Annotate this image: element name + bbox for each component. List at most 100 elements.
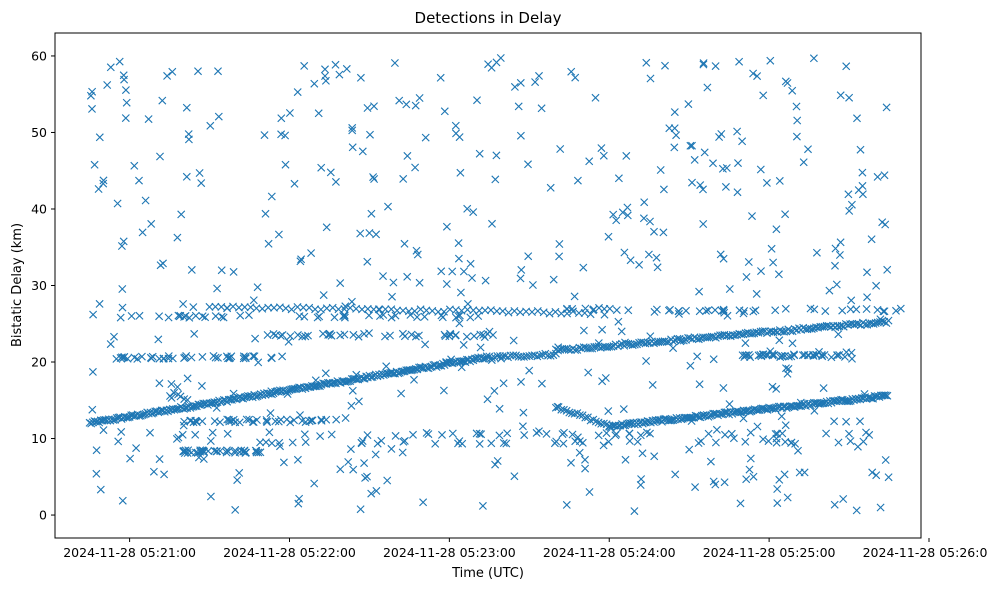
data-point — [398, 329, 407, 338]
data-point — [112, 414, 121, 422]
data-point — [159, 354, 168, 363]
data-point — [163, 71, 172, 80]
data-point — [565, 408, 574, 417]
data-point — [391, 431, 400, 440]
data-point — [463, 299, 472, 308]
data-point — [571, 73, 580, 82]
data-point — [853, 442, 862, 451]
data-point — [225, 417, 234, 426]
data-point — [214, 112, 223, 121]
data-point — [311, 305, 320, 314]
data-point — [421, 340, 430, 349]
data-point — [180, 447, 189, 456]
data-point — [262, 416, 271, 424]
data-point — [419, 498, 428, 507]
data-point — [694, 335, 703, 344]
data-point — [721, 182, 730, 191]
data-point — [792, 102, 801, 111]
data-point — [92, 446, 101, 455]
data-point — [514, 102, 523, 111]
data-point — [516, 274, 525, 283]
data-point — [781, 304, 790, 313]
data-point — [224, 395, 233, 404]
data-point — [113, 199, 122, 208]
data-point — [754, 328, 763, 337]
data-point — [320, 379, 329, 388]
data-point — [266, 409, 275, 418]
data-point — [553, 402, 562, 411]
data-point — [752, 405, 761, 414]
data-point — [393, 306, 402, 315]
data-point — [524, 160, 532, 169]
data-point — [476, 343, 485, 352]
data-point — [95, 299, 104, 308]
data-point — [699, 59, 708, 68]
data-point — [733, 188, 742, 197]
data-point — [659, 185, 668, 194]
data-point — [676, 337, 685, 346]
data-point — [650, 307, 659, 316]
data-point — [482, 352, 491, 361]
data-point — [687, 417, 696, 425]
data-point — [759, 91, 768, 100]
data-point — [867, 235, 876, 244]
scatter-points — [85, 54, 905, 516]
data-point — [236, 311, 245, 320]
data-point — [637, 475, 646, 484]
data-point — [310, 479, 319, 488]
data-point — [809, 351, 818, 360]
data-point — [274, 230, 283, 239]
data-point — [170, 388, 179, 397]
data-point — [688, 141, 696, 150]
data-point — [775, 176, 784, 185]
data-point — [189, 303, 198, 312]
data-point — [586, 344, 595, 353]
data-point — [422, 428, 431, 437]
data-point — [551, 307, 560, 316]
data-point — [293, 455, 302, 464]
data-point — [737, 330, 746, 339]
data-point — [452, 129, 460, 138]
data-point — [688, 178, 696, 187]
data-point — [330, 313, 339, 322]
data-point — [503, 429, 512, 438]
data-point — [231, 505, 240, 514]
data-point — [773, 429, 782, 438]
data-point — [144, 115, 153, 124]
data-point — [436, 73, 445, 82]
data-point — [644, 250, 653, 259]
data-point — [356, 73, 365, 82]
data-point — [839, 495, 848, 503]
data-point — [635, 260, 644, 269]
data-point — [454, 254, 463, 263]
data-point — [589, 306, 597, 315]
data-point — [739, 309, 748, 318]
data-point — [390, 59, 399, 67]
data-point — [367, 209, 376, 218]
data-point — [608, 421, 617, 430]
data-point — [313, 313, 322, 322]
data-point — [788, 86, 797, 95]
data-point — [481, 276, 490, 285]
data-point — [528, 281, 537, 289]
data-point — [598, 325, 607, 334]
data-point — [865, 430, 874, 439]
data-point — [706, 457, 715, 466]
data-point — [584, 368, 593, 377]
data-point — [704, 429, 713, 438]
data-point — [366, 130, 374, 139]
data-point — [863, 320, 872, 329]
data-point — [721, 430, 729, 439]
data-point — [739, 330, 748, 339]
data-point — [457, 363, 466, 372]
data-point — [622, 151, 631, 160]
data-point — [437, 311, 446, 320]
data-point — [854, 319, 863, 328]
data-point — [403, 151, 412, 160]
data-point — [738, 137, 747, 146]
data-point — [269, 330, 278, 338]
data-point — [533, 352, 542, 361]
data-point — [614, 317, 623, 326]
data-point — [365, 329, 373, 338]
data-point — [387, 313, 396, 322]
